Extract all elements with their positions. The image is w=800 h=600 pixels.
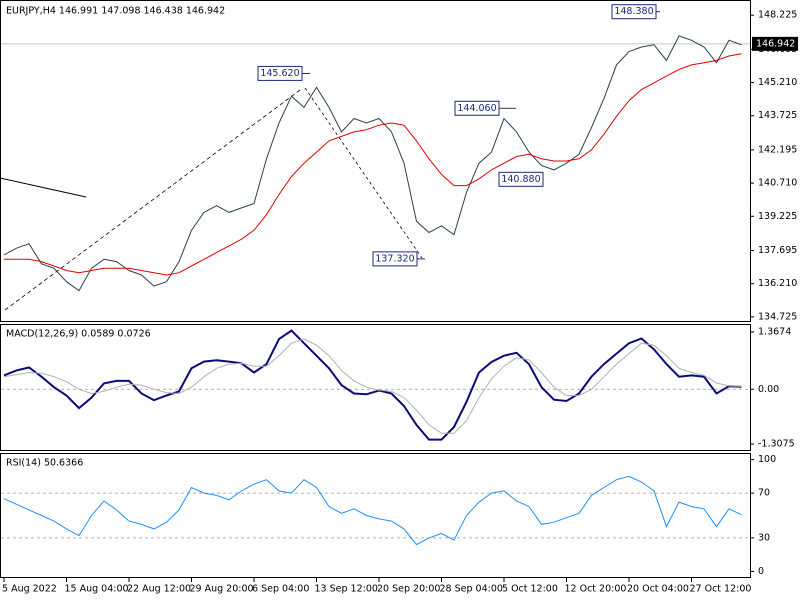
annotation-box [454, 100, 500, 116]
x-tick-label: 12 Oct 20:00 [565, 584, 627, 595]
annotation-box [611, 4, 657, 20]
series-line [3, 35, 742, 292]
y-tick-label: 136.210 [758, 278, 797, 289]
annotation-box [372, 251, 418, 267]
y-tick-label: 139.225 [758, 211, 797, 222]
y-tick-label: 142.195 [758, 144, 797, 155]
annotation-label: 148.380 [614, 6, 653, 17]
y-tick-label: 0 [758, 566, 764, 577]
trend-line [4, 89, 301, 311]
annotation-label: 145.620 [260, 68, 299, 79]
panel-title: RSI(14) 50.6366 [6, 458, 83, 469]
last-price-label: 146.942 [756, 38, 795, 49]
last-price-box [752, 36, 798, 51]
y-tick-label: -1.3075 [758, 439, 795, 450]
x-tick-label: 27 Oct 12:00 [690, 584, 752, 595]
macd-frame [0, 324, 751, 451]
y-tick-label: 134.725 [758, 311, 797, 322]
y-tick-label: 0.00 [758, 384, 779, 395]
drawn-line [0, 177, 87, 198]
main-frame [0, 0, 751, 322]
panel-title: MACD(12,26,9) 0.0589 0.0726 [6, 329, 151, 340]
x-tick-label: 5 Aug 2022 [2, 584, 57, 595]
series-line [3, 338, 742, 434]
x-tick-label: 28 Sep 04:00 [440, 584, 503, 595]
x-tick-label: 22 Aug 12:00 [127, 584, 191, 595]
y-tick-label: 137.695 [758, 245, 797, 256]
chart-title: EURJPY,H4 146.991 147.098 146.438 146.94… [6, 6, 225, 17]
y-tick-label: 148.225 [758, 10, 797, 21]
annotation-box [498, 171, 544, 187]
x-tick-label: 29 Aug 20:00 [190, 584, 254, 595]
series-line [4, 53, 742, 276]
rsi-frame [0, 453, 751, 578]
x-tick-label: 20 Oct 04:00 [627, 584, 689, 595]
x-tick-label: 6 Sep 04:00 [252, 584, 309, 595]
x-tick-label: 5 Oct 12:00 [502, 584, 558, 595]
y-tick-label: 100 [758, 454, 776, 465]
y-tick-label: 1.3674 [758, 326, 791, 337]
x-tick-label: 15 Aug 04:00 [65, 584, 129, 595]
annotation-label: 140.880 [501, 174, 540, 185]
series-line [3, 329, 742, 441]
annotation-label: 144.060 [457, 103, 496, 114]
panel-frames [0, 0, 751, 578]
y-tick-label: 143.725 [758, 110, 797, 121]
y-tick-label: 30 [758, 532, 770, 543]
series-line [3, 475, 742, 546]
x-tick-label: 20 Sep 20:00 [377, 584, 440, 595]
annotation-box [257, 65, 303, 81]
y-tick-label: 145.210 [758, 77, 797, 88]
y-tick-label: 140.710 [758, 178, 797, 189]
x-tick-label: 13 Sep 12:00 [315, 584, 378, 595]
trend-line [304, 87, 423, 259]
annotation-label: 137.320 [375, 253, 414, 264]
y-tick-label: 70 [758, 488, 770, 499]
